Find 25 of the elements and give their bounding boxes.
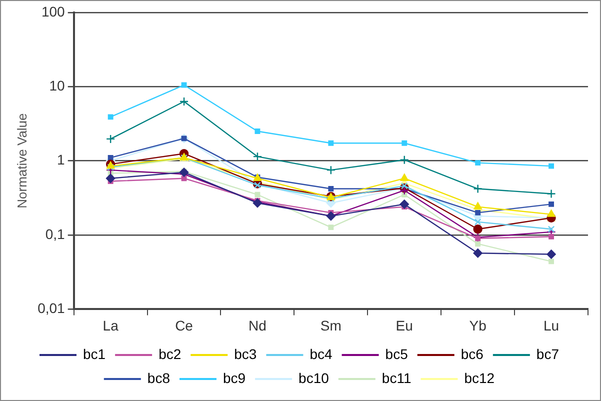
x-tick-label: Eu [396, 317, 413, 334]
legend-label: bc3 [234, 346, 257, 362]
legend-label: bc5 [385, 346, 408, 362]
legend-label: bc11 [382, 370, 412, 386]
y-tick-label: 100 [41, 3, 66, 20]
x-tick-label: Lu [543, 317, 560, 334]
x-tick-label: Yb [469, 317, 487, 334]
x-tick-label: La [102, 317, 119, 334]
x-tick-label: Sm [320, 317, 342, 334]
legend-label: bc9 [222, 370, 246, 386]
y-tick-label: 10 [49, 77, 66, 94]
x-tick-label: Ce [175, 317, 194, 334]
legend-label: bc1 [82, 346, 106, 362]
legend-label: bc10 [298, 370, 330, 386]
y-tick-label: 1 [57, 152, 66, 168]
legend-label: bc12 [464, 370, 495, 386]
legend-label: bc8 [147, 370, 170, 386]
y-tick-label: 0,1 [45, 226, 66, 242]
legend-label: bc4 [310, 346, 332, 362]
legend-label: bc2 [158, 346, 182, 362]
legend-label: bc7 [536, 346, 560, 362]
y-tick-label: 0,01 [38, 300, 66, 316]
y-axis-title: Normative Value [14, 113, 30, 208]
legend-label: bc6 [460, 346, 484, 362]
x-tick-label: Nd [248, 317, 266, 334]
